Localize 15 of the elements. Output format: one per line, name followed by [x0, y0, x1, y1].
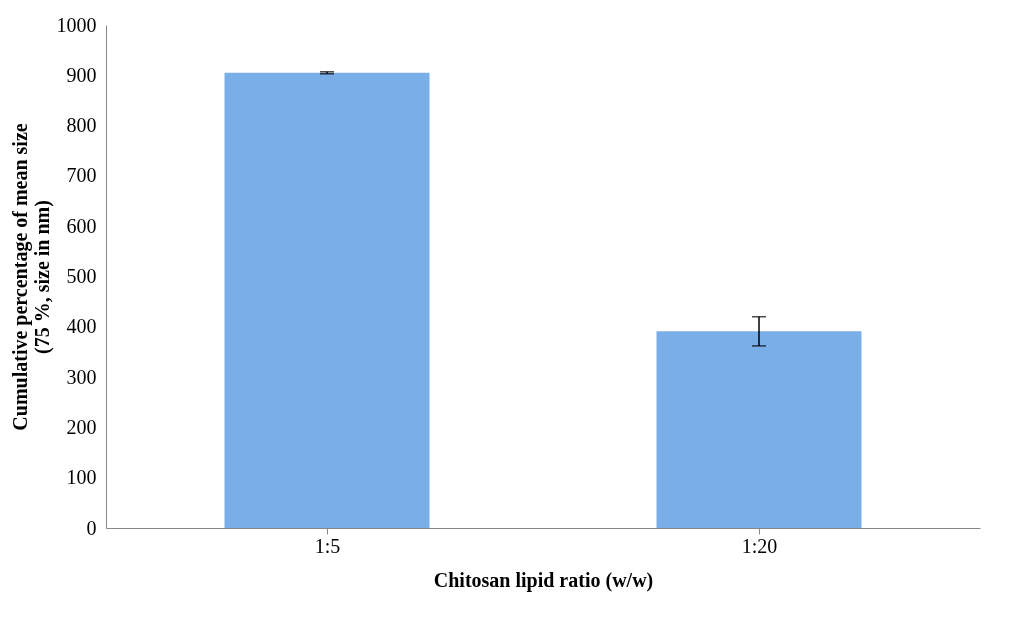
y-tick-label: 600 — [66, 214, 97, 237]
y-tick-label: 500 — [66, 265, 97, 287]
y-tick-label: 900 — [66, 63, 97, 86]
y-tick-label: 400 — [66, 315, 97, 338]
y-tick-label: 1000 — [56, 13, 97, 36]
y-tick-label: 800 — [66, 114, 97, 137]
y-axis-title: Cumulative percentage of mean size (75 %, size in nm) — [8, 123, 54, 431]
x-tick-label: 1:20 — [741, 534, 778, 557]
y-tick-label: 200 — [66, 415, 97, 438]
x-axis-title: Chitosan lipid ratio (w/w) — [433, 568, 654, 592]
y-tick-label: 300 — [66, 365, 97, 388]
x-tick-label: 1:5 — [314, 534, 341, 557]
y-tick-label: 700 — [66, 164, 97, 187]
y-tick-label: 100 — [66, 466, 97, 489]
y-tick-label: 0 — [86, 516, 97, 539]
